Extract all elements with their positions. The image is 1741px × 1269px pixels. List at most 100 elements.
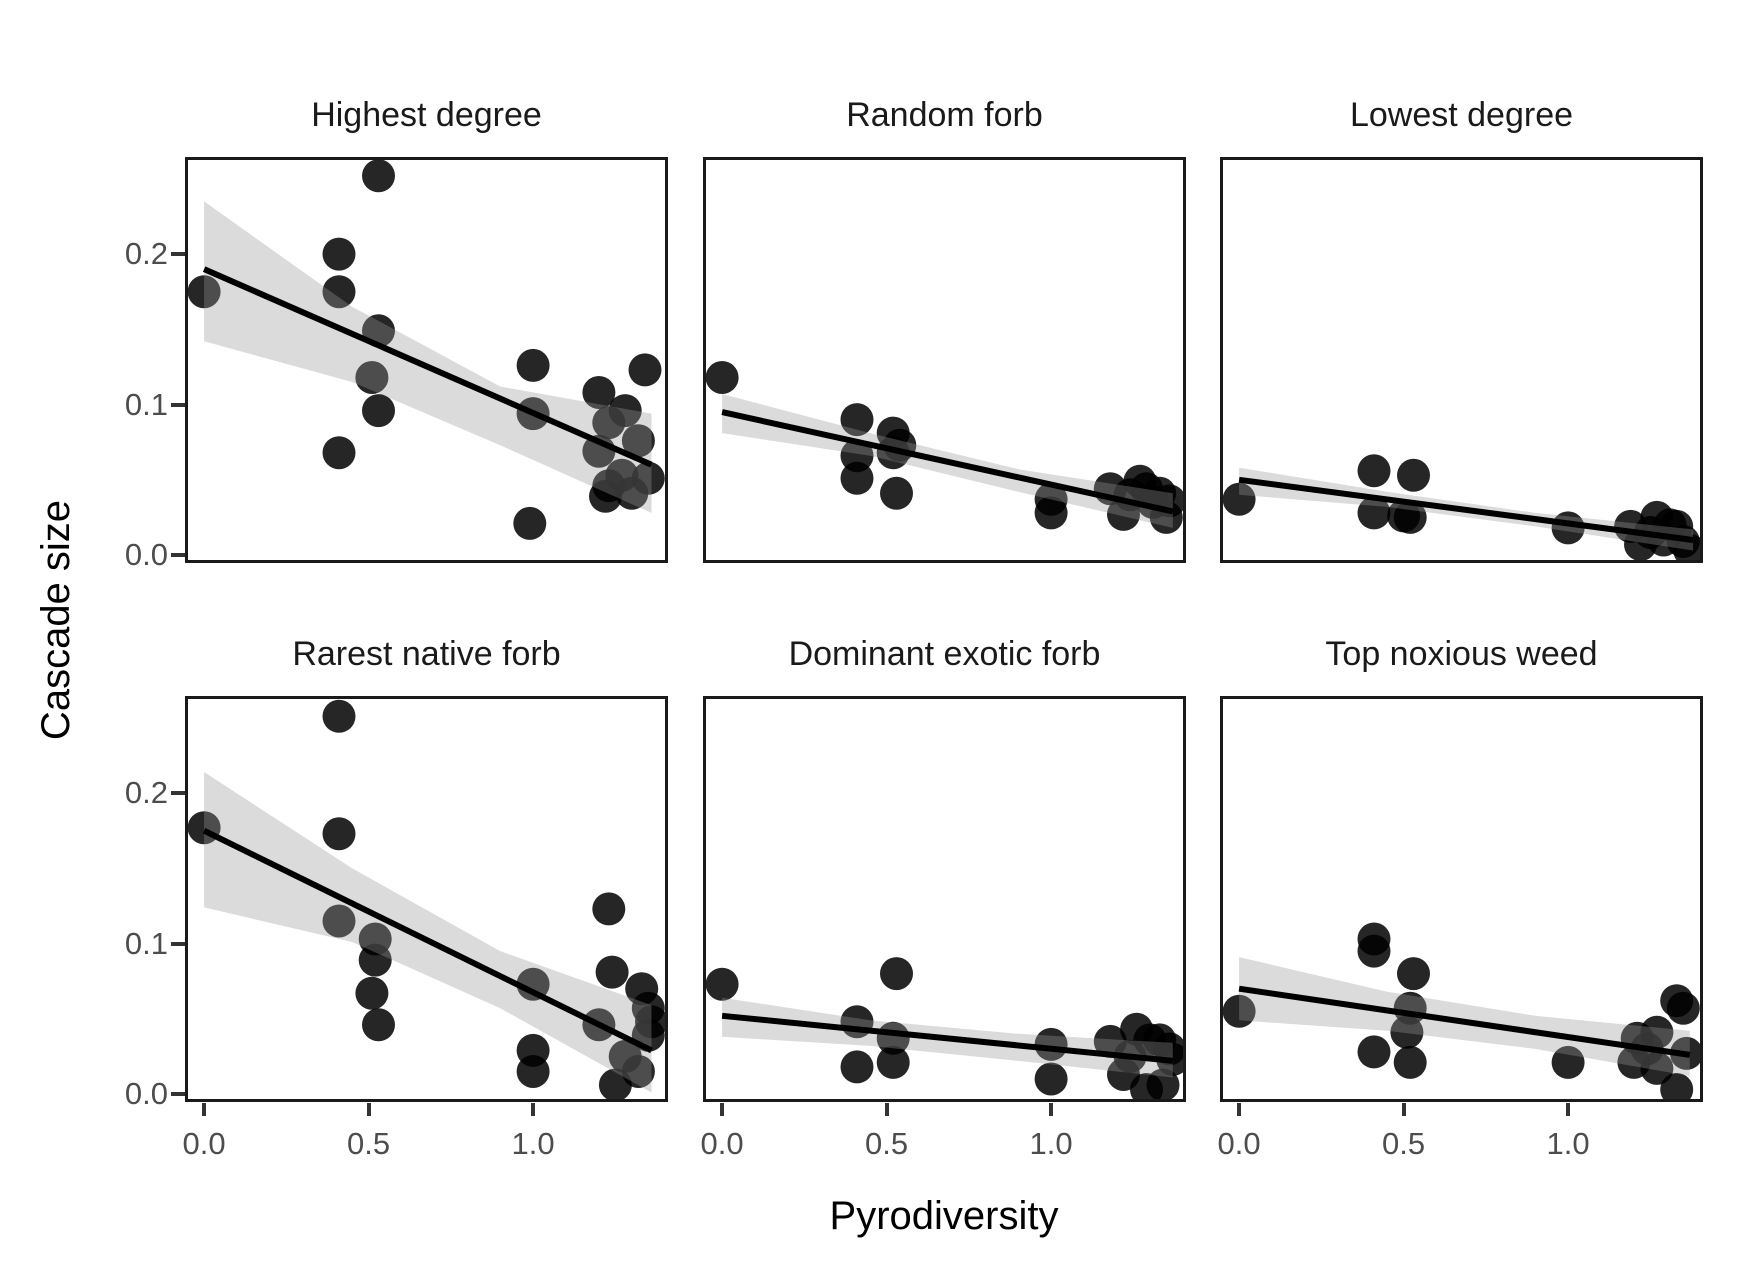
x-tick-mark — [366, 1103, 371, 1116]
x-tick-label: 0.5 — [1382, 1126, 1426, 1161]
data-point — [1673, 534, 1707, 567]
data-point — [880, 476, 913, 510]
y-tick-mark — [171, 402, 185, 407]
data-point — [516, 348, 550, 382]
data-point — [840, 439, 874, 473]
trend-line — [721, 409, 1174, 515]
y-tick-label: 0.1 — [124, 386, 168, 422]
panel-border — [703, 157, 1186, 563]
trend-line — [202, 266, 653, 468]
facet-panel-top-noxious-weed — [1220, 696, 1703, 1106]
data-point — [1357, 496, 1391, 530]
data-point — [1660, 1073, 1694, 1106]
x-tick-label: 1.0 — [1029, 1126, 1073, 1161]
plot-area-random-forb — [703, 157, 1186, 563]
data-point — [876, 1045, 910, 1079]
data-point — [1666, 991, 1700, 1025]
data-point — [592, 892, 626, 926]
data-point — [516, 1055, 550, 1088]
data-point — [362, 1008, 395, 1042]
data-point — [621, 424, 655, 458]
trend-line — [1238, 985, 1691, 1058]
x-tick-mark — [202, 1103, 207, 1116]
x-tick-label: 0.0 — [182, 1126, 226, 1161]
data-point — [1034, 496, 1068, 530]
facet-title: Lowest degree — [1349, 96, 1574, 134]
data-point — [1034, 1062, 1068, 1096]
x-tick-label: 1.0 — [1546, 1126, 1590, 1161]
x-tick-mark — [1237, 1103, 1242, 1116]
data-point — [840, 403, 874, 437]
panel-border — [1220, 696, 1703, 1102]
x-tick-mark — [1401, 1103, 1406, 1116]
data-point — [322, 904, 356, 938]
data-point — [1390, 1015, 1424, 1049]
data-point — [362, 159, 395, 193]
data-point — [631, 461, 665, 495]
x-tick-label: 0.0 — [700, 1126, 744, 1161]
data-point — [880, 957, 913, 991]
data-point — [1397, 957, 1430, 991]
plot-area-highest-degree — [185, 157, 668, 563]
y-tick-mark — [171, 941, 185, 946]
facet-title: Rarest native forb — [292, 635, 561, 673]
data-point — [322, 699, 356, 733]
y-tick-label: 0.1 — [124, 925, 168, 961]
data-point — [595, 955, 629, 989]
confidence-band — [204, 772, 652, 1093]
data-point — [608, 394, 642, 428]
facet-title: Top noxious weed — [1325, 635, 1598, 673]
data-point — [635, 1005, 668, 1039]
y-axis-label: Cascade size — [34, 499, 78, 741]
facet-panel-dominant-exotic-forb — [703, 696, 1190, 1106]
x-tick-mark — [884, 1103, 889, 1116]
facet-panel-lowest-degree — [1220, 157, 1707, 567]
panel-border — [185, 157, 668, 563]
y-tick-mark — [171, 1092, 185, 1097]
x-tick-label: 0.5 — [347, 1126, 391, 1161]
facet-panel-rarest-native-forb — [185, 696, 668, 1102]
y-tick-mark — [171, 252, 185, 257]
data-point — [362, 394, 395, 428]
data-point — [516, 967, 550, 1001]
facet-title: Dominant exotic forb — [788, 635, 1101, 673]
data-point — [1393, 1045, 1427, 1079]
x-tick-mark — [531, 1103, 536, 1116]
data-point — [705, 361, 739, 394]
data-point — [1393, 500, 1427, 534]
data-point — [1034, 1027, 1068, 1061]
y-tick-mark — [171, 791, 185, 796]
data-point — [705, 967, 739, 1001]
trend-line — [202, 828, 653, 1054]
x-tick-label: 0.0 — [1217, 1126, 1261, 1161]
panel-border — [703, 696, 1186, 1102]
data-point — [322, 817, 356, 851]
data-point — [1222, 482, 1256, 516]
data-point — [582, 376, 616, 409]
x-tick-mark — [1566, 1103, 1571, 1116]
data-point — [355, 976, 389, 1010]
data-point — [355, 361, 389, 394]
data-point — [1357, 934, 1391, 968]
plot-area-lowest-degree — [1220, 157, 1707, 567]
y-tick-label: 0.2 — [124, 775, 168, 811]
y-tick-label: 0.0 — [124, 537, 168, 573]
confidence-band — [1239, 957, 1690, 1076]
data-point — [1551, 1045, 1585, 1079]
data-point — [1357, 1035, 1391, 1069]
data-point — [840, 461, 874, 495]
x-tick-label: 0.5 — [865, 1126, 909, 1161]
data-point — [840, 1050, 874, 1084]
data-point — [621, 1055, 655, 1088]
x-tick-mark — [1049, 1103, 1054, 1116]
data-point — [187, 275, 221, 309]
y-tick-label: 0.2 — [124, 236, 168, 272]
panel-border — [185, 696, 668, 1102]
x-tick-mark — [720, 1103, 725, 1116]
plot-area-dominant-exotic-forb — [703, 696, 1190, 1106]
data-point — [322, 436, 356, 470]
x-tick-label: 1.0 — [511, 1126, 555, 1161]
plot-area-top-noxious-weed — [1220, 696, 1703, 1106]
data-point — [1357, 454, 1391, 488]
